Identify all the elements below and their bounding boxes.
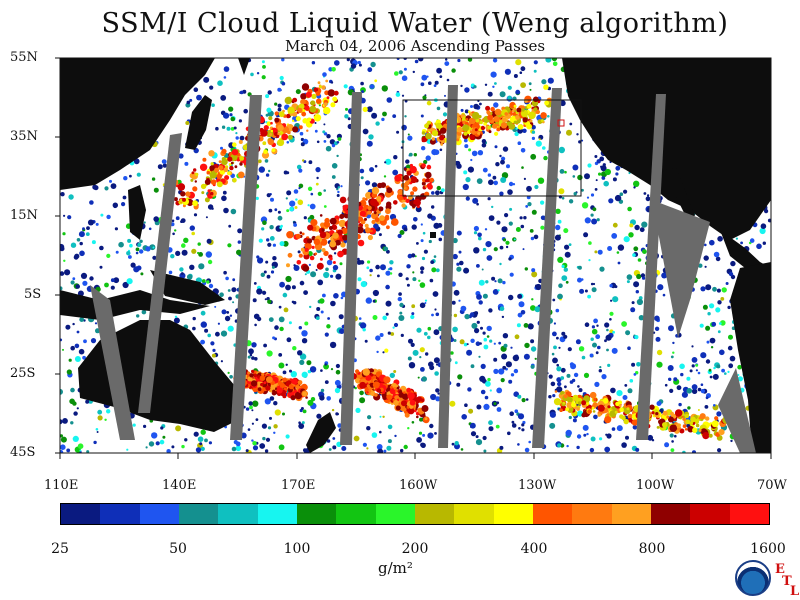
colorbar-label-800: 800 <box>638 541 666 557</box>
etl-letter-l: L <box>790 584 800 599</box>
etl-letter-t: T <box>782 574 792 589</box>
baja-land <box>663 168 695 225</box>
lon-label-160w: 160W <box>399 478 438 493</box>
colorbar-swatch-13 <box>572 504 612 524</box>
colorbar-swatch-6 <box>296 504 337 524</box>
new-zealand-land <box>306 412 336 453</box>
colorbar-swatch-0 <box>61 504 101 524</box>
colorbar-swatch-9 <box>414 504 455 524</box>
colorbar-swatch-10 <box>454 504 494 524</box>
orbit-gap-6 <box>636 94 666 440</box>
new-guinea-land <box>150 270 225 305</box>
orbit-gap-7 <box>652 200 710 338</box>
colorbar-label-50: 50 <box>169 541 187 557</box>
orbit-gaps <box>90 85 756 453</box>
colorbar <box>60 503 770 525</box>
colorbar-swatch-4 <box>218 504 258 524</box>
lon-label-70w: 70W <box>757 478 787 493</box>
lon-label-140e: 140E <box>162 478 197 493</box>
chart-title: SSM/I Cloud Liquid Water (Weng algorithm… <box>101 8 729 39</box>
colorbar-swatch-7 <box>336 504 376 524</box>
station-marker <box>557 119 565 127</box>
lat-label-15n: 15N <box>10 208 38 223</box>
kamchatka-land <box>238 58 250 75</box>
noaa-logo <box>735 560 771 596</box>
colorbar-swatch-16 <box>690 504 730 524</box>
japan-land <box>185 95 212 150</box>
region-box <box>402 99 582 197</box>
north-america-land <box>562 58 771 240</box>
lon-label-100w: 100W <box>636 478 675 493</box>
colorbar-swatch-3 <box>178 504 219 524</box>
chart-subtitle: March 04, 2006 Ascending Passes <box>284 37 546 55</box>
lat-label-25s: 25S <box>10 366 36 381</box>
colorbar-label-25: 25 <box>51 541 69 557</box>
lon-label-110e: 110E <box>44 478 79 493</box>
colorbar-swatch-17 <box>729 504 769 524</box>
colorbar-swatch-14 <box>611 504 651 524</box>
colorbar-swatch-15 <box>650 504 691 524</box>
orbit-gap-2 <box>230 95 262 440</box>
lon-label-170e: 170E <box>281 478 316 493</box>
orbit-gap-4 <box>438 85 458 448</box>
colorbar-swatch-12 <box>532 504 573 524</box>
orbit-gap-3 <box>340 92 362 445</box>
lon-label-130w: 130W <box>518 478 557 493</box>
colorbar-swatch-8 <box>375 504 415 524</box>
etl-letter-e: E <box>775 562 785 577</box>
axis-ticks <box>55 57 772 459</box>
colorbar-swatch-2 <box>139 504 179 524</box>
lat-label-35n: 35N <box>10 129 38 144</box>
orbit-gap-9 <box>90 285 135 440</box>
colorbar-swatch-11 <box>493 504 533 524</box>
lat-label-55n: 55N <box>10 50 38 65</box>
hawaii-land <box>430 232 436 238</box>
lat-label-45s: 45S <box>10 445 36 460</box>
colorbar-label-400: 400 <box>520 541 548 557</box>
units-label: g/m² <box>378 559 413 577</box>
colorbar-label-100: 100 <box>283 541 311 557</box>
orbit-gap-8 <box>718 368 756 453</box>
colorbar-swatch-5 <box>257 504 297 524</box>
asia-land <box>60 58 215 190</box>
lat-label-5s: 5S <box>24 287 42 302</box>
colorbar-label-1600: 1600 <box>750 541 786 557</box>
orbit-gap-1 <box>138 133 182 413</box>
south-america-land <box>730 262 771 453</box>
colorbar-swatch-1 <box>100 504 140 524</box>
orbit-gap-5 <box>532 88 562 448</box>
colorbar-label-200: 200 <box>401 541 429 557</box>
philippines-land <box>128 185 146 240</box>
